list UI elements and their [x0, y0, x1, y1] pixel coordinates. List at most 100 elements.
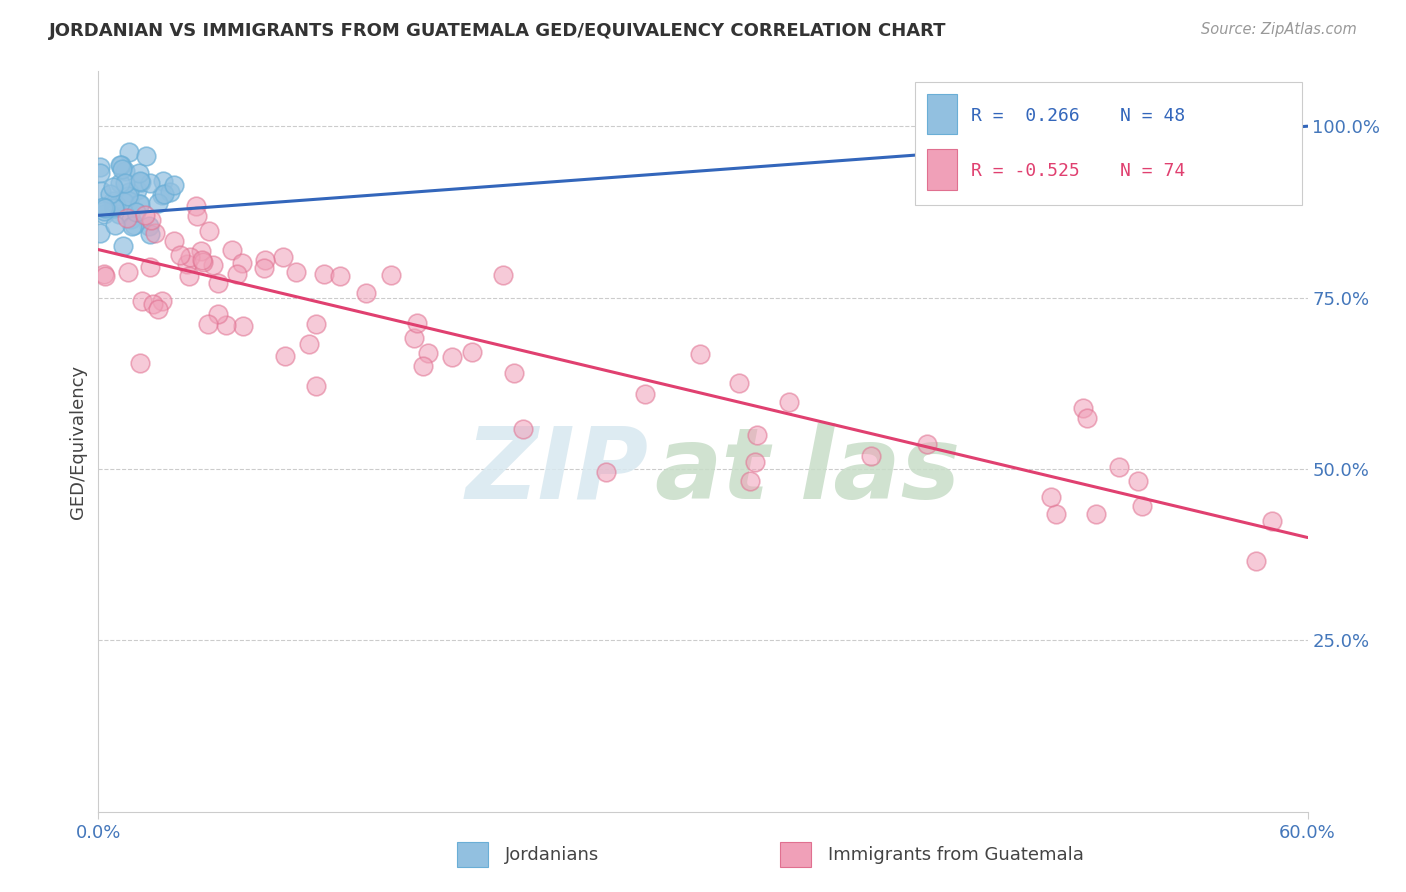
Point: [595, 466, 617, 480]
Point: [128, 356, 150, 370]
Point: [93, 207, 115, 221]
Point: [634, 386, 657, 401]
Point: [1071, 401, 1094, 415]
Point: [138, 219, 160, 233]
Point: [142, 297, 165, 311]
Point: [253, 261, 276, 276]
Point: [139, 227, 162, 241]
Point: [512, 422, 534, 436]
Point: [1132, 499, 1154, 513]
Point: [98, 187, 121, 202]
Point: [226, 267, 249, 281]
Point: [105, 197, 128, 211]
Point: [131, 294, 153, 309]
Point: [141, 213, 163, 227]
Point: [304, 318, 326, 332]
Point: [118, 185, 141, 199]
Point: [744, 455, 766, 469]
Point: [117, 265, 139, 279]
Point: [1261, 514, 1284, 528]
Point: [728, 376, 751, 390]
Point: [110, 158, 132, 172]
Point: [1084, 507, 1107, 521]
Point: [190, 253, 212, 268]
Point: [114, 177, 136, 191]
Point: [104, 218, 127, 232]
Point: [169, 248, 191, 262]
Point: [117, 189, 139, 203]
Bar: [927, 149, 957, 190]
Point: [329, 268, 352, 283]
Point: [191, 254, 214, 268]
Point: [163, 178, 186, 192]
Point: [1076, 410, 1098, 425]
Point: [231, 255, 253, 269]
Point: [186, 209, 208, 223]
Point: [110, 158, 132, 172]
Point: [207, 276, 229, 290]
Text: Source: ZipAtlas.com: Source: ZipAtlas.com: [1201, 22, 1357, 37]
Point: [461, 344, 484, 359]
Point: [128, 166, 150, 180]
Point: [139, 177, 162, 191]
Text: ZIP: ZIP: [465, 423, 648, 520]
Point: [121, 219, 143, 233]
Point: [1244, 554, 1267, 568]
Point: [186, 199, 208, 213]
Point: [1045, 507, 1067, 521]
Point: [197, 317, 219, 331]
Text: Jordanians: Jordanians: [505, 846, 599, 863]
Point: [103, 201, 125, 215]
Point: [115, 211, 138, 225]
Y-axis label: GED/Equivalency: GED/Equivalency: [69, 365, 87, 518]
Point: [94, 268, 117, 283]
Point: [91, 200, 114, 214]
Text: N = 74: N = 74: [1121, 162, 1185, 180]
Point: [93, 267, 115, 281]
Point: [108, 207, 131, 221]
Point: [145, 226, 167, 240]
Point: [177, 269, 200, 284]
Point: [271, 250, 294, 264]
Point: [1108, 459, 1130, 474]
Point: [125, 205, 148, 219]
Point: [380, 268, 402, 282]
Point: [93, 203, 115, 218]
Point: [152, 173, 174, 187]
Text: las: las: [800, 423, 960, 520]
Point: [103, 180, 125, 194]
Point: [139, 260, 162, 275]
Point: [118, 145, 141, 160]
Point: [491, 268, 513, 282]
Point: [745, 428, 768, 442]
Point: [915, 436, 938, 450]
Point: [285, 265, 308, 279]
Point: [89, 160, 111, 174]
Point: [402, 331, 425, 345]
Point: [273, 349, 295, 363]
Point: [117, 194, 139, 209]
Text: JORDANIAN VS IMMIGRANTS FROM GUATEMALA GED/EQUIVALENCY CORRELATION CHART: JORDANIAN VS IMMIGRANTS FROM GUATEMALA G…: [49, 22, 946, 40]
Point: [146, 195, 169, 210]
Text: R = -0.525: R = -0.525: [972, 162, 1080, 180]
Point: [738, 474, 761, 488]
Point: [129, 174, 152, 188]
Point: [163, 234, 186, 248]
Text: Immigrants from Guatemala: Immigrants from Guatemala: [828, 846, 1084, 863]
Point: [148, 301, 170, 316]
Point: [129, 175, 152, 189]
Point: [120, 211, 142, 226]
Point: [128, 196, 150, 211]
Point: [416, 346, 439, 360]
Point: [202, 258, 225, 272]
Point: [1128, 474, 1150, 488]
Point: [134, 208, 156, 222]
Point: [159, 185, 181, 199]
Point: [215, 318, 238, 333]
Text: at: at: [655, 423, 770, 520]
Point: [406, 316, 429, 330]
Text: R =  0.266: R = 0.266: [972, 107, 1080, 125]
Point: [207, 307, 229, 321]
Point: [778, 394, 800, 409]
Point: [125, 183, 148, 197]
